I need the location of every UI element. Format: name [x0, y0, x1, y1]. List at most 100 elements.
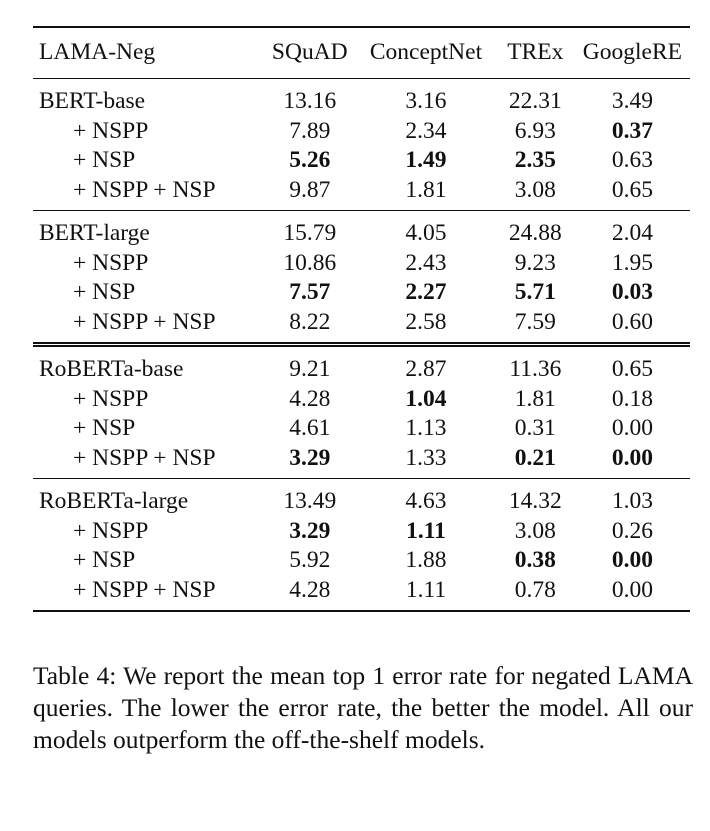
conceptnet-value-cell: 1.81: [405, 176, 447, 203]
conceptnet-value-cell: 4.05: [405, 220, 447, 246]
table-header-row: LAMA-Neg SQuAD ConceptNet TREx GoogleRE: [33, 27, 690, 79]
squad-value-cell: 13.16: [283, 88, 337, 114]
variant-label-cell: + NSPP + NSP: [73, 176, 216, 203]
conceptnet-value-cell: 2.34: [405, 117, 447, 144]
table-row: + NSP 7.57 2.27 5.71 0.03: [33, 278, 690, 308]
header-googlere: GoogleRE: [582, 39, 683, 66]
squad-value-cell: 5.92: [289, 547, 331, 573]
squad-value-cell: 4.61: [289, 415, 331, 441]
table-row: + NSPP + NSP 4.28 1.11 0.78 0.00: [33, 576, 690, 612]
conceptnet-value-cell: 1.11: [405, 576, 447, 603]
table-row: + NSPP 4.28 1.04 1.81 0.18: [33, 385, 690, 415]
trex-value-cell: 6.93: [514, 117, 556, 144]
trex-value-cell: 9.23: [514, 249, 556, 276]
table-row: + NSP 5.26 1.49 2.35 0.63: [33, 146, 690, 176]
table-row: + NSPP 7.89 2.34 6.93 0.37: [33, 117, 690, 147]
table-row: + NSPP 3.29 1.11 3.08 0.26: [33, 517, 690, 547]
conceptnet-value-cell: 2.58: [405, 308, 447, 335]
model-name-cell: RoBERTa-base: [39, 356, 184, 382]
results-table: LAMA-Neg SQuAD ConceptNet TREx GoogleRE …: [33, 26, 690, 612]
variant-label-cell: + NSP: [73, 147, 136, 173]
googlere-value-cell: 0.00: [611, 576, 653, 603]
trex-value-cell: 14.32: [508, 488, 562, 514]
header-lama-neg: LAMA-Neg: [39, 39, 156, 66]
conceptnet-value-cell: 2.87: [405, 356, 447, 382]
conceptnet-value-cell: 2.43: [405, 249, 447, 276]
table-row: BERT-large 15.79 4.05 24.88 2.04: [33, 211, 690, 249]
squad-value-cell: 4.28: [289, 576, 331, 603]
trex-value-cell: 2.35: [514, 147, 556, 173]
table-row: + NSP 5.92 1.88 0.38 0.00: [33, 546, 690, 576]
trex-value-cell: 24.88: [508, 220, 562, 246]
googlere-value-cell: 1.03: [611, 488, 653, 514]
squad-value-cell: 3.29: [289, 517, 331, 544]
table-row: RoBERTa-large 13.49 4.63 14.32 1.03: [33, 479, 690, 517]
squad-value-cell: 10.86: [283, 249, 337, 276]
googlere-value-cell: 1.95: [611, 249, 653, 276]
header-conceptnet: ConceptNet: [369, 39, 483, 66]
results-table-container: LAMA-Neg SQuAD ConceptNet TREx GoogleRE …: [33, 26, 690, 612]
trex-value-cell: 1.81: [514, 385, 556, 412]
table-row: + NSP 4.61 1.13 0.31 0.00: [33, 414, 690, 444]
squad-value-cell: 9.87: [289, 176, 331, 203]
variant-label-cell: + NSPP + NSP: [73, 308, 216, 335]
squad-value-cell: 5.26: [289, 147, 331, 173]
model-name-cell: BERT-large: [39, 220, 150, 246]
conceptnet-value-cell: 1.13: [405, 415, 447, 441]
table-row: RoBERTa-base 9.21 2.87 11.36 0.65: [33, 345, 690, 385]
model-name-cell: RoBERTa-large: [39, 488, 189, 514]
variant-label-cell: + NSP: [73, 547, 136, 573]
conceptnet-value-cell: 1.04: [405, 385, 447, 412]
trex-value-cell: 0.21: [514, 444, 556, 471]
conceptnet-value-cell: 1.11: [406, 517, 446, 544]
table-caption: Table 4: We report the mean top 1 error …: [33, 661, 693, 754]
variant-label-cell: + NSP: [73, 415, 136, 441]
trex-value-cell: 11.36: [509, 356, 562, 382]
googlere-value-cell: 0.00: [611, 547, 653, 573]
bert-base-group: BERT-base 13.16 3.16 22.31 3.49 + NSPP 7.89 2.3…: [33, 78, 690, 211]
table-row: BERT-base 13.16 3.16 22.31 3.49: [33, 79, 690, 117]
googlere-value-cell: 0.03: [611, 279, 653, 305]
conceptnet-value-cell: 2.27: [405, 279, 447, 305]
conceptnet-value-cell: 3.16: [405, 88, 447, 114]
googlere-value-cell: 0.00: [611, 444, 653, 471]
googlere-value-cell: 0.18: [611, 385, 653, 412]
conceptnet-value-cell: 1.33: [405, 444, 447, 471]
table-row: + NSPP 10.86 2.43 9.23 1.95: [33, 249, 690, 279]
model-name-cell: BERT-base: [39, 88, 146, 114]
squad-value-cell: 3.29: [289, 444, 331, 471]
squad-value-cell: 15.79: [283, 220, 337, 246]
variant-label-cell: + NSP: [73, 279, 136, 305]
header-squad: SQuAD: [271, 39, 348, 66]
squad-value-cell: 8.22: [289, 308, 331, 335]
trex-value-cell: 0.31: [514, 415, 556, 441]
googlere-value-cell: 2.04: [611, 220, 653, 246]
squad-value-cell: 4.28: [289, 385, 331, 412]
trex-value-cell: 3.08: [514, 176, 556, 203]
googlere-value-cell: 0.65: [611, 356, 653, 382]
variant-label-cell: + NSPP + NSP: [73, 444, 216, 471]
bert-large-group: BERT-large 15.79 4.05 24.88 2.04 + NSPP 10.86 2…: [33, 210, 690, 345]
squad-value-cell: 7.57: [289, 279, 331, 305]
variant-label-cell: + NSPP: [73, 385, 149, 412]
trex-value-cell: 5.71: [514, 279, 556, 305]
table-row: + NSPP + NSP 8.22 2.58 7.59 0.60: [33, 308, 690, 345]
variant-label-cell: + NSPP: [73, 117, 149, 144]
trex-value-cell: 3.08: [514, 517, 556, 544]
conceptnet-value-cell: 1.88: [405, 547, 447, 573]
googlere-value-cell: 3.49: [611, 88, 653, 114]
table-row: + NSPP + NSP 3.29 1.33 0.21 0.00: [33, 444, 690, 479]
googlere-value-cell: 0.65: [611, 176, 653, 203]
roberta-large-group: RoBERTa-large 13.49 4.63 14.32 1.03 + NSPP 3.2…: [33, 478, 690, 612]
conceptnet-value-cell: 1.49: [405, 147, 447, 173]
variant-label-cell: + NSPP + NSP: [73, 576, 216, 603]
googlere-value-cell: 0.63: [611, 147, 653, 173]
variant-label-cell: + NSPP: [73, 249, 149, 276]
googlere-value-cell: 0.37: [611, 117, 653, 144]
squad-value-cell: 7.89: [289, 117, 331, 144]
variant-label-cell: + NSPP: [73, 517, 149, 544]
squad-value-cell: 13.49: [283, 488, 337, 514]
header-trex: TREx: [507, 39, 564, 66]
googlere-value-cell: 0.26: [611, 517, 653, 544]
trex-value-cell: 0.78: [514, 576, 556, 603]
